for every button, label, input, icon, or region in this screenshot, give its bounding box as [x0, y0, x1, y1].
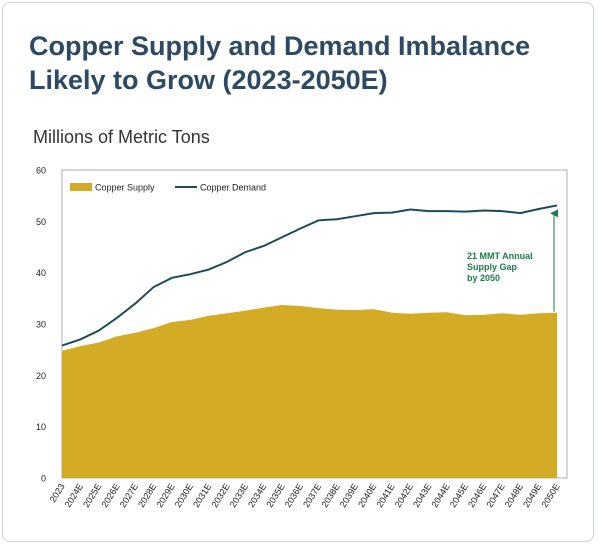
y-tick-label: 60: [36, 166, 46, 176]
y-tick-label: 40: [36, 268, 46, 278]
y-unit-label: Millions of Metric Tons: [33, 127, 210, 147]
supply-gap-annotation: 21 MMT Annual: [467, 251, 533, 261]
y-tick-label: 50: [36, 217, 46, 227]
y-tick-label: 30: [36, 320, 46, 330]
y-tick-label: 20: [36, 371, 46, 381]
legend-label-supply: Copper Supply: [95, 183, 155, 193]
legend-swatch-supply: [70, 183, 92, 191]
supply-gap-annotation: by 2050: [467, 273, 500, 283]
y-tick-label: 0: [41, 474, 46, 484]
page-title: Copper Supply and Demand Imbalance Likel…: [29, 31, 531, 95]
y-tick-label: 10: [36, 422, 46, 432]
copper-supply-area: [62, 305, 557, 478]
legend-label-demand: Copper Demand: [200, 183, 266, 193]
copper-demand-line: [61, 204, 558, 347]
x-tick-label: 2050E: [539, 482, 561, 509]
supply-gap-annotation: Supply Gap: [467, 262, 518, 272]
